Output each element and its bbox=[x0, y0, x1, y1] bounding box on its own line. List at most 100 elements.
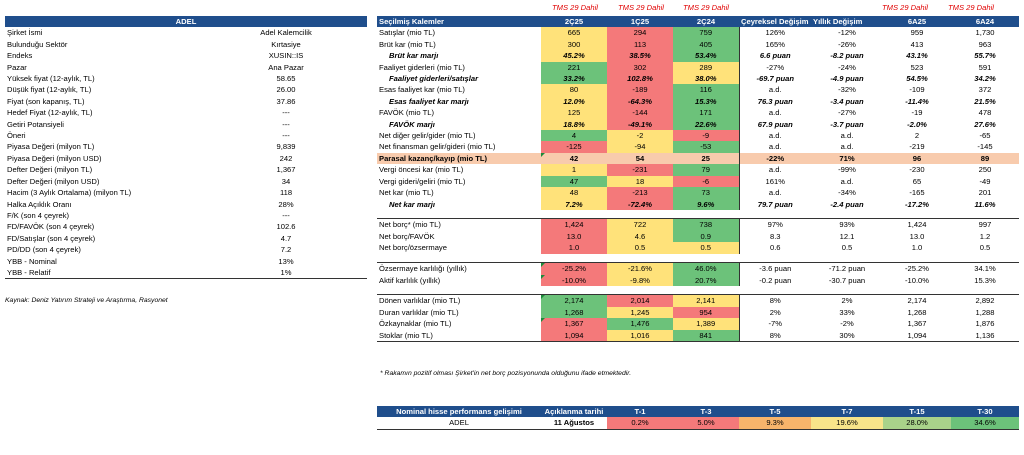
info-row: Hacim (3 Aylık Ortalama) (milyon TL) 118 bbox=[5, 187, 367, 198]
val-yoy: a.d. bbox=[840, 142, 854, 152]
info-value: --- bbox=[282, 119, 290, 129]
financials-table: Seçilmiş Kalemler 2Ç25 1Ç25 2Ç24 Çeyreks… bbox=[377, 16, 1019, 343]
val-1q25: -49.1% bbox=[607, 118, 673, 131]
val-2q24: 15.3% bbox=[673, 95, 739, 108]
val-1q25: 1,016 bbox=[607, 329, 673, 343]
info-value: Adel Kalemcilik bbox=[260, 28, 312, 38]
header-qoq: Çeyreksel Değişim bbox=[739, 16, 811, 28]
header-2q24: 2Ç24 bbox=[673, 16, 739, 28]
val-2q25: -25.2% bbox=[541, 262, 607, 275]
row-label: Özkaynaklar (mio TL) bbox=[379, 319, 452, 329]
row-label: Esas faaliyet kar (mio TL) bbox=[379, 85, 465, 95]
val-6a24: 11.6% bbox=[974, 199, 996, 209]
info-value: 1,367 bbox=[276, 165, 296, 175]
perf-t15: 28.0% bbox=[883, 417, 951, 430]
val-2q25: 221 bbox=[541, 61, 607, 74]
table-row: Stoklar (mio TL) 1,094 1,016 841 8% 30% 1,094 1… bbox=[377, 329, 1019, 343]
val-yoy: 71% bbox=[811, 152, 883, 165]
info-value: 58.65 bbox=[276, 74, 296, 84]
val-1q25: 1,476 bbox=[607, 318, 673, 330]
performance-table: Nominal hisse performans gelişimi Açıkla… bbox=[377, 406, 1019, 430]
info-row: YBB - Relatif 1% bbox=[5, 266, 368, 280]
val-1q25: 18 bbox=[607, 175, 673, 188]
val-1q25: 102.8% bbox=[607, 73, 673, 85]
table-row: Esas faaliyet kar marjı 12.0% -64.3% 15.3% 7… bbox=[377, 95, 1019, 108]
table-row: Vergi öncesi kar (mio TL) 1 -231 79 a.d. -99%… bbox=[377, 164, 1019, 176]
info-row: Piyasa Değeri (milyon USD) 242 bbox=[5, 153, 367, 164]
val-6a24: 478 bbox=[978, 108, 992, 118]
table-row: Net borç* (mio TL) 1,424 722 738 97% 93% 1,424… bbox=[377, 218, 1019, 231]
val-qoq: -27% bbox=[738, 61, 811, 74]
row-label: Net borç/FAVÖK bbox=[379, 231, 435, 241]
val-6a25: -165 bbox=[909, 188, 925, 198]
table-row: Net kar marjı 7.2% -72.4% 9.6% 79.7 puan -2.4… bbox=[377, 198, 1019, 210]
val-1q25: -231 bbox=[607, 164, 673, 176]
val-6a25: 959 bbox=[910, 28, 924, 38]
val-yoy: -30.7 puan bbox=[828, 275, 866, 285]
val-qoq: 8% bbox=[738, 294, 811, 307]
val-2q25: 18.8% bbox=[541, 118, 607, 131]
val-2q24: 841 bbox=[673, 329, 739, 343]
table-row: Dönen varlıklar (mio TL) 2,174 2,014 2,141 8… bbox=[377, 294, 1019, 307]
tms-label-1q25: TMS 29 Dahil bbox=[617, 3, 664, 12]
val-1q25: 0.5 bbox=[607, 242, 673, 254]
perf-header-title: Nominal hisse performans gelişimi bbox=[377, 406, 541, 418]
val-2q25: 1.0 bbox=[541, 242, 607, 254]
val-6a24: 1,288 bbox=[975, 307, 995, 317]
spacer-cell bbox=[377, 286, 1019, 295]
val-qoq: 0.6 bbox=[738, 242, 811, 254]
table-row: FAVÖK marjı 18.8% -49.1% 22.6% 67.9 puan -3.7… bbox=[377, 118, 1019, 131]
spacer-cell bbox=[377, 210, 1019, 219]
val-2q25: 48 bbox=[541, 187, 607, 199]
info-row: Defter Değeri (milyon USD) 34 bbox=[5, 176, 367, 187]
val-6a25: 2,174 bbox=[883, 294, 951, 307]
info-label: FD/Satışlar (son 4 çeyrek) bbox=[7, 233, 96, 243]
val-qoq: 8.3 bbox=[738, 230, 811, 243]
val-1q25: -21.6% bbox=[607, 262, 673, 275]
val-2q25: 1,094 bbox=[541, 329, 607, 343]
val-6a25: 1,268 bbox=[907, 307, 927, 317]
row-label: Dönen varlıklar (mio TL) bbox=[377, 294, 541, 307]
table-row: Net kar (mio TL) 48 -213 73 a.d. -34% -165 201 bbox=[377, 187, 1019, 199]
val-qoq: -7% bbox=[738, 318, 811, 330]
info-row: FD/FAVÖK (son 4 çeyrek) 102.6 bbox=[5, 221, 367, 232]
info-value: --- bbox=[282, 210, 290, 220]
perf-header-t1: T-1 bbox=[607, 406, 673, 418]
val-2q24: 1,389 bbox=[673, 318, 739, 330]
footnote: * Rakamın pozitif olması Şirket'in net b… bbox=[380, 370, 632, 377]
val-yoy: -71.2 puan bbox=[811, 262, 883, 275]
perf-t1: 0.2% bbox=[607, 417, 673, 430]
row-label: Esas faaliyet kar marjı bbox=[389, 96, 469, 106]
info-row: YBB - Nominal 13% bbox=[5, 256, 367, 267]
info-row: Getiri Potansiyeli --- bbox=[5, 119, 367, 130]
row-label: Faaliyet giderleri/satışlar bbox=[389, 74, 479, 84]
val-2q24: 171 bbox=[673, 107, 739, 119]
val-2q25: 665 bbox=[541, 27, 607, 39]
table-row: FAVÖK (mio TL) 125 -144 171 a.d. -27% -19 478 bbox=[377, 107, 1019, 119]
info-value: 4.7 bbox=[280, 233, 292, 243]
val-2q24: 79 bbox=[673, 164, 739, 176]
table-row: Vergi gideri/geliri (mio TL) 47 18 -6 161% a.… bbox=[377, 175, 1019, 188]
info-label: Şirket İsmi bbox=[7, 28, 43, 38]
val-1q25: -9.8% bbox=[607, 274, 673, 286]
header-yoy: Yıllık Değişim bbox=[811, 16, 883, 28]
val-2q24: 405 bbox=[673, 38, 739, 51]
info-row: F/K (son 4 çeyrek) --- bbox=[5, 210, 367, 221]
table-row: Net borç/özsermaye 1.0 0.5 0.5 0.6 0.5 1.0 0.5 bbox=[377, 242, 1019, 254]
val-1q25: 38.5% bbox=[607, 50, 673, 62]
info-value: 26.00 bbox=[276, 85, 296, 95]
val-qoq: 161% bbox=[738, 175, 811, 188]
info-row: Fiyat (son kapanış, TL) 37.86 bbox=[5, 96, 367, 107]
val-2q25: -10.0% bbox=[541, 274, 607, 286]
val-yoy: -3.7 puan bbox=[830, 119, 864, 129]
val-6a25: -109 bbox=[909, 85, 925, 95]
val-qoq: a.d. bbox=[738, 164, 811, 176]
info-row: Halka Açıklık Oranı 28% bbox=[5, 199, 367, 210]
val-6a25: 413 bbox=[910, 39, 924, 49]
val-6a25: -2.0% bbox=[907, 119, 927, 129]
val-6a24: 34.2% bbox=[974, 74, 996, 84]
val-qoq: 8% bbox=[738, 329, 811, 343]
val-6a25: 1,367 bbox=[907, 319, 927, 329]
val-6a25: 54.5% bbox=[906, 74, 928, 84]
spacer-cell bbox=[377, 254, 1019, 263]
